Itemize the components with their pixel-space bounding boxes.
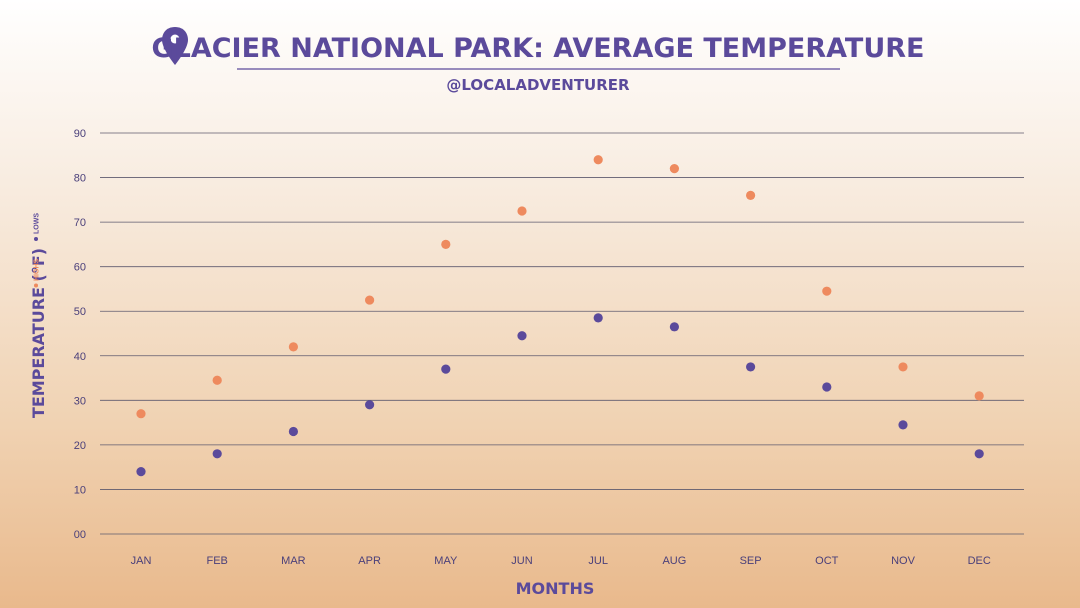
y-tick-label: 00	[74, 529, 86, 541]
y-tick-label: 20	[74, 440, 86, 452]
x-axis-label: MONTHS	[516, 579, 595, 598]
y-tick-label: 30	[74, 395, 86, 407]
data-point-highs-feb	[212, 375, 222, 385]
data-point-highs-dec	[974, 391, 984, 401]
x-tick-label: MAR	[281, 555, 306, 567]
data-point-lows-feb	[212, 449, 222, 459]
data-point-highs-nov	[898, 362, 908, 372]
data-point-lows-jul	[593, 313, 603, 323]
data-point-lows-mar	[288, 426, 298, 437]
x-tick-label: AUG	[662, 555, 686, 567]
data-point-highs-jan	[136, 409, 146, 419]
y-tick-label: 70	[74, 217, 86, 229]
y-axis-label: TEMPERATURE (°F)	[29, 248, 48, 418]
x-ticks: JAN FEB MAR APR MAY JUN JUL AUG SEP OCT NOV DEC	[131, 555, 991, 567]
legend-label-highs: HIGHS	[34, 259, 41, 282]
legend-marker-highs	[34, 283, 38, 288]
y-ticks: 00 10 20 30 40 50 60 70 80 90	[74, 128, 86, 541]
y-tick-label: 10	[74, 484, 86, 496]
y-tick-label: 40	[74, 351, 86, 363]
data-point-lows-sep	[746, 362, 756, 372]
data-point-highs-jun	[517, 206, 527, 216]
data-point-lows-may	[441, 364, 451, 374]
y-tick-label: 90	[74, 128, 86, 140]
chart-title: GLACIER NATIONAL PARK: AVERAGE TEMPERATU…	[151, 33, 924, 64]
x-tick-label: OCT	[815, 555, 839, 567]
data-point-highs-apr	[365, 295, 375, 305]
data-point-highs-sep	[746, 190, 756, 200]
y-tick-label: 80	[74, 173, 86, 185]
data-point-lows-oct	[822, 382, 832, 392]
data-point-lows-nov	[898, 420, 908, 430]
x-tick-label: SEP	[740, 555, 762, 567]
data-point-lows-dec	[974, 449, 984, 459]
y-tick-label: 60	[74, 262, 86, 274]
x-tick-label: MAY	[434, 555, 458, 567]
data-point-highs-aug	[669, 164, 680, 174]
data-point-lows-aug	[669, 322, 680, 332]
x-tick-label: FEB	[206, 555, 227, 567]
map-pin-icon	[162, 27, 188, 65]
data-point-highs-oct	[822, 286, 832, 296]
y-tick-label: 50	[74, 306, 86, 318]
legend-marker-lows	[34, 237, 38, 241]
legend-label-lows: LOWS	[34, 213, 41, 234]
data-point-lows-jan	[136, 467, 146, 477]
x-tick-label: JUN	[511, 555, 532, 567]
legend: HIGHS LOWS	[34, 213, 41, 288]
x-tick-label: JAN	[131, 555, 152, 567]
grid	[100, 132, 1024, 535]
x-tick-label: DEC	[968, 555, 991, 567]
data-point-highs-jul	[593, 155, 603, 165]
data-point-highs-may	[441, 239, 451, 249]
data-point-lows-jun	[517, 331, 527, 341]
data-point-highs-mar	[288, 342, 298, 352]
data-points	[136, 155, 984, 477]
data-point-lows-apr	[365, 400, 375, 410]
x-tick-label: APR	[358, 555, 381, 567]
chart-subtitle: @LOCALADVENTURER	[446, 76, 630, 94]
x-tick-label: JUL	[588, 555, 608, 567]
x-tick-label: NOV	[891, 555, 916, 567]
